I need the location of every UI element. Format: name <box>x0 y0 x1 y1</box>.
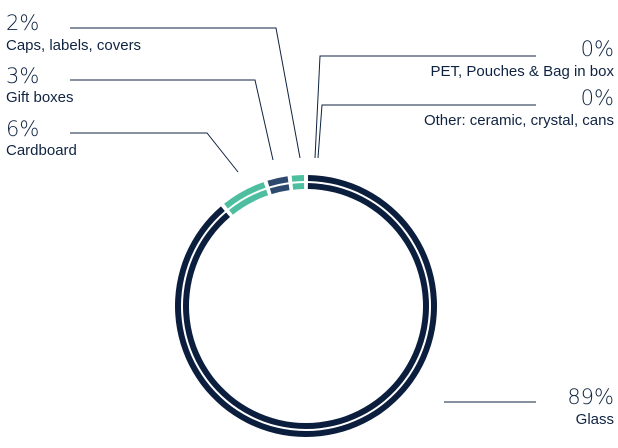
leader-pet-pouches-bag-in-box <box>314 55 536 159</box>
leader-gift-boxes <box>70 79 274 161</box>
slice-cardboard-outer <box>224 182 266 209</box>
value-label-other-ceramic-crystal-cans: 0% <box>581 86 614 110</box>
slice-cardboard-inner <box>229 189 269 215</box>
slice-gift-boxes-inner <box>269 184 290 195</box>
category-label-gift-boxes: Gift boxes <box>6 89 74 106</box>
donut-ring <box>175 175 438 437</box>
category-label-cardboard: Cardboard <box>6 142 77 159</box>
category-label-caps-labels-covers: Caps, labels, covers <box>6 37 141 54</box>
category-label-pet-pouches-bag-in-box: PET, Pouches & Bag in box <box>431 63 615 80</box>
slice-labels: 89% Glass 6%Cardboard 3%Gift boxes 2% Caps, l… <box>6 11 614 428</box>
slice-caps-labels-covers-inner <box>292 183 305 190</box>
slice-glass-outer <box>175 175 438 437</box>
leader-caps-labels-covers <box>70 27 301 159</box>
leader-cardboard <box>70 132 239 173</box>
slice-caps-labels-covers-outer <box>291 175 305 182</box>
value-label-gift-boxes: 3% <box>6 64 39 88</box>
leader-other-ceramic-crystal-cans <box>317 104 536 159</box>
value-label-cardboard: 6% <box>6 117 39 141</box>
value-label-pet-pouches-bag-in-box: 0% <box>581 37 614 61</box>
category-label-glass: Glass <box>576 411 614 428</box>
value-label-caps-labels-covers: 2% <box>6 11 39 35</box>
leader-lines <box>70 27 536 403</box>
slice-gift-boxes-outer <box>267 176 289 187</box>
category-label-other-ceramic-crystal-cans: Other: ceramic, crystal, cans <box>424 112 614 129</box>
slice-glass-inner <box>183 183 429 430</box>
value-label-glass: 89% <box>567 385 614 409</box>
